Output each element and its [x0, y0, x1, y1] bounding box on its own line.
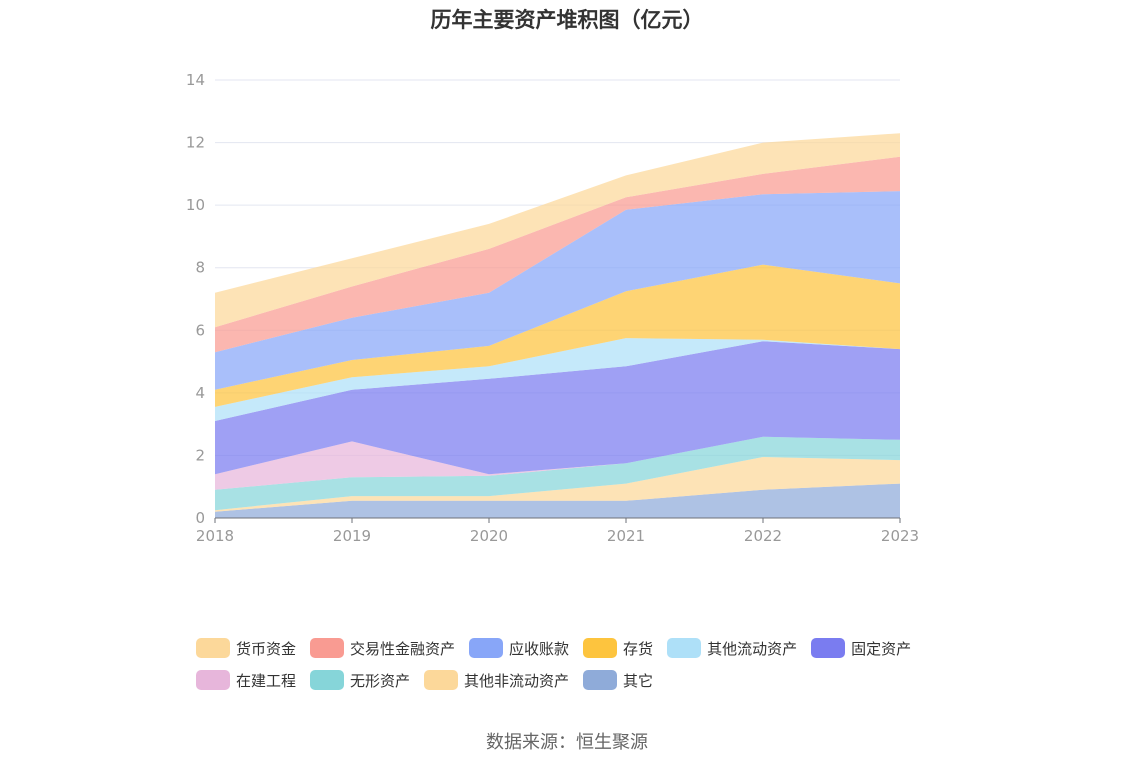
legend-swatch — [196, 638, 230, 658]
legend-swatch — [583, 670, 618, 690]
area-series — [215, 264, 900, 407]
y-tick-label: 6 — [195, 321, 205, 339]
legend-label: 应收账款 — [509, 639, 570, 658]
legend-item[interactable]: 其它 — [583, 670, 653, 691]
x-tick-label: 2019 — [333, 527, 371, 545]
legend-swatch — [469, 638, 504, 658]
chart-title: 历年主要资产堆积图（亿元） — [430, 8, 704, 32]
legend-label: 其他流动资产 — [707, 639, 798, 658]
x-tick-label: 2018 — [196, 527, 234, 545]
y-tick-label: 4 — [195, 384, 205, 402]
legend-label: 在建工程 — [236, 671, 297, 690]
area-series — [215, 191, 900, 390]
y-tick-label: 14 — [186, 71, 205, 89]
legend-label: 无形资产 — [350, 671, 411, 690]
area-layer — [215, 133, 900, 518]
area-series — [215, 436, 900, 490]
legend-item[interactable]: 应收账款 — [469, 638, 569, 659]
x-tick-label: 2020 — [470, 527, 508, 545]
axis-layer: 0 2 4 6 8 10 12 14 2018 2019 2020 2021 2022 2023 — [186, 71, 919, 545]
y-tick-label: 12 — [186, 134, 205, 152]
area-series — [215, 457, 900, 512]
y-tick-label: 2 — [195, 446, 205, 464]
area-series — [215, 156, 900, 353]
area-series — [215, 133, 900, 328]
y-tick-label: 8 — [195, 259, 205, 277]
legend-item[interactable]: 存货 — [583, 638, 653, 659]
legend-item[interactable]: 货币资金 — [196, 638, 296, 659]
y-tick-label: 10 — [186, 196, 205, 214]
legend-label: 其他非流动资产 — [464, 671, 570, 690]
legend: 货币资金 交易性金融资产 应收账款 存货 其他流动资产 固定资产 在建工程 无形资产 其他非流… — [196, 632, 956, 696]
legend-swatch — [583, 638, 618, 658]
legend-item[interactable]: 无形资产 — [310, 670, 410, 691]
legend-row: 货币资金 交易性金融资产 应收账款 存货 其他流动资产 固定资产 — [196, 632, 956, 664]
area-series — [215, 436, 900, 511]
legend-swatch — [196, 670, 230, 690]
x-tick-label: 2021 — [607, 527, 645, 545]
legend-label: 其它 — [623, 671, 654, 690]
legend-swatch — [811, 638, 846, 658]
source-note: 数据来源：恒生聚源 — [486, 732, 648, 753]
legend-swatch — [310, 638, 345, 658]
area-series — [215, 341, 900, 475]
legend-swatch — [667, 638, 702, 658]
legend-label: 货币资金 — [236, 639, 297, 658]
legend-label: 存货 — [623, 639, 654, 658]
legend-swatch — [310, 670, 345, 690]
area-series — [215, 338, 900, 421]
legend-item[interactable]: 固定资产 — [811, 638, 911, 659]
y-tick-label: 0 — [195, 509, 205, 527]
legend-item[interactable]: 交易性金融资产 — [310, 638, 455, 659]
legend-item[interactable]: 其他非流动资产 — [424, 670, 569, 691]
legend-swatch — [424, 670, 459, 690]
legend-row: 在建工程 无形资产 其他非流动资产 其它 — [196, 664, 956, 696]
x-tick-label: 2022 — [744, 527, 782, 545]
legend-item[interactable]: 其他流动资产 — [667, 638, 797, 659]
x-tick-label: 2023 — [881, 527, 919, 545]
legend-item[interactable]: 在建工程 — [196, 670, 296, 691]
legend-label: 交易性金融资产 — [350, 639, 456, 658]
legend-label: 固定资产 — [851, 639, 912, 658]
